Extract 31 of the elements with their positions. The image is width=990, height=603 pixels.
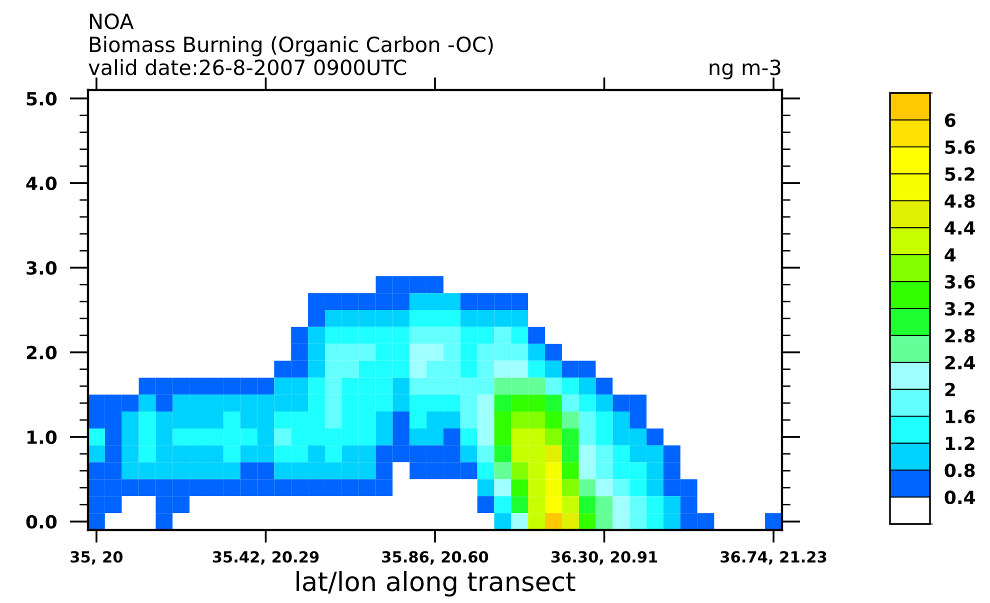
- x-tick-label: 36.30, 20.91: [551, 551, 658, 565]
- color-bar-label: 3.6: [945, 275, 975, 289]
- chart-title: NOA: [90, 14, 134, 30]
- y-tick-label: 1.0: [28, 430, 57, 444]
- color-bar-label: 0.8: [944, 464, 975, 478]
- color-bar-label: 1.6: [946, 410, 975, 424]
- color-bar-label: 3.2: [945, 302, 974, 316]
- color-bar-label: 4.4: [944, 221, 976, 235]
- x-tick-label: 35.42, 20.29: [212, 551, 319, 565]
- color-bar-label: 1.2: [946, 436, 974, 450]
- y-tick-label: 2.0: [26, 346, 57, 360]
- y-tick-label: 5.0: [26, 92, 57, 106]
- text: valid date:26-8-2007 0900UTC: [88, 59, 406, 76]
- color-bar-label: 2: [945, 382, 955, 396]
- y-tick-label: 3.0: [26, 261, 57, 275]
- x-axis-title: lat/lon along transect: [296, 571, 576, 597]
- y-tick-label: 4.0: [26, 176, 57, 190]
- x-tick-label: 35, 20: [70, 551, 123, 565]
- x-tick-label: 35.86, 20.60: [382, 551, 488, 565]
- color-bar-label: 5.2: [945, 167, 974, 181]
- chart-subtitle: Biomass Burning (Organic Carbon -OC): [90, 36, 493, 56]
- color-bar-title: ng m-3: [710, 60, 780, 80]
- color-bar-label: 6: [945, 113, 956, 128]
- color-bar-label: 5.6: [945, 140, 975, 154]
- color-bar-label: 2.4: [945, 356, 976, 370]
- y-tick-label: 0.0: [26, 515, 57, 529]
- color-bar-label: 0.4: [944, 490, 976, 504]
- color-bar-label: 4: [944, 248, 956, 262]
- color-bar-label: 4.8: [944, 194, 975, 208]
- x-tick-label: 36.74, 21.23: [720, 551, 826, 565]
- color-bar-label: 2.8: [945, 328, 975, 343]
